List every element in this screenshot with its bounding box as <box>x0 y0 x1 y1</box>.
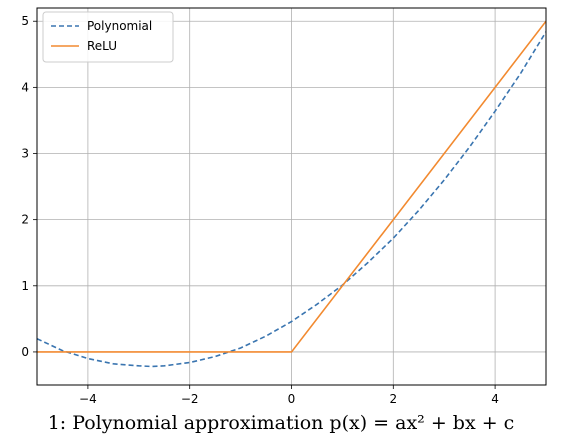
legend: Polynomial ReLU <box>42 11 174 63</box>
y-tick-label: 1 <box>21 279 29 293</box>
ticks: −4 −2 0 2 4 0 1 2 3 4 5 <box>21 14 499 406</box>
legend-box <box>42 11 174 63</box>
x-tick-label: −2 <box>181 392 199 406</box>
grid <box>37 8 546 385</box>
x-tick-label: 4 <box>491 392 499 406</box>
y-tick-label: 3 <box>21 147 29 161</box>
y-tick-label: 4 <box>21 80 29 94</box>
y-tick-label: 2 <box>21 213 29 227</box>
x-tick-label: 0 <box>288 392 296 406</box>
legend-label: Polynomial <box>87 19 152 33</box>
y-tick-label: 5 <box>21 14 29 28</box>
x-tick-label: −4 <box>79 392 97 406</box>
y-tick-label: 0 <box>21 345 29 359</box>
figure-caption: 1: Polynomial approximation p(x) = ax² +… <box>47 412 515 434</box>
chart: −4 −2 0 2 4 0 1 2 3 4 5 Polynomial ReLU <box>21 7 547 406</box>
x-tick-label: 2 <box>389 392 397 406</box>
series-line-relu <box>37 20 546 353</box>
series-line-polynomial <box>37 31 546 368</box>
series-layer <box>37 20 546 368</box>
legend-label: ReLU <box>87 39 117 53</box>
